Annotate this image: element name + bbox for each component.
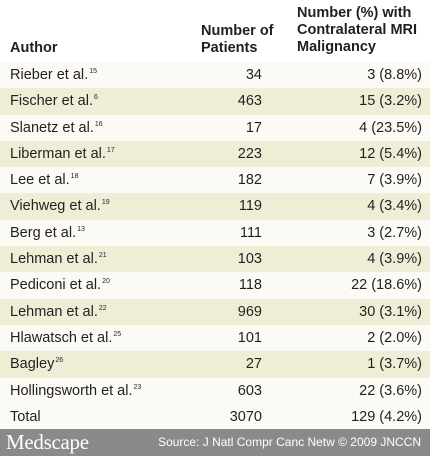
malignancy-cell: 30 (3.1%)	[359, 303, 422, 320]
reference-number: 23	[133, 383, 142, 391]
reference-number: 21	[98, 252, 107, 260]
data-table: Author Number of Patients Number (%) wit…	[0, 0, 430, 431]
reference-number: 20	[102, 278, 110, 286]
total-malignancy: 129 (4.2%)	[351, 408, 422, 425]
author-cell: Fischer et al.6	[10, 93, 98, 110]
author-cell: Lee et al.18	[10, 172, 79, 189]
table-row: Fischer et al.6 463 15 (3.2%)	[0, 88, 430, 115]
table-row: Hollingsworth et al.23 603 22 (3.6%)	[0, 377, 430, 404]
malignancy-cell: 4 (23.5%)	[359, 119, 422, 136]
patients-cell: 119	[238, 198, 262, 215]
malignancy-cell: 3 (8.8%)	[367, 67, 422, 83]
reference-number: 13	[77, 225, 85, 233]
table-row: Slanetz et al.16 17 4 (23.5%)	[0, 114, 430, 141]
malignancy-cell: 2 (2.0%)	[367, 329, 422, 346]
malignancy-cell: 15 (3.2%)	[359, 93, 422, 110]
patients-cell: 603	[237, 382, 262, 399]
header-contra-line-2: Contralateral MRI	[297, 22, 418, 38]
table-row: Pediconi et al.20 118 22 (18.6%)	[0, 272, 430, 299]
header-contra-line-3: Malignancy	[297, 39, 376, 55]
patients-cell: 969	[237, 303, 262, 320]
table-row-total: Total 3070 129 (4.2%)	[0, 403, 430, 431]
reference-number: 15	[89, 68, 97, 75]
total-patients: 3070	[229, 408, 262, 425]
author-cell: Slanetz et al.16	[10, 119, 103, 136]
patients-cell: 27	[245, 356, 262, 373]
reference-number: 6	[94, 94, 98, 102]
reference-number: 26	[55, 357, 64, 365]
patients-cell: 118	[238, 277, 262, 294]
patients-cell: 223	[237, 145, 262, 162]
author-cell: Liberman et al.17	[10, 145, 115, 162]
header-author: Author	[10, 40, 58, 56]
reference-number: 18	[70, 173, 79, 181]
malignancy-cell: 3 (2.7%)	[367, 224, 422, 241]
medscape-logo: Medscape	[6, 430, 89, 454]
reference-number: 25	[113, 330, 122, 338]
header-contra-line-1: Number (%) with	[297, 5, 412, 21]
author-cell: Pediconi et al.20	[10, 277, 110, 294]
source-citation: Source: J Natl Compr Canc Netw © 2009 JN…	[158, 435, 421, 449]
malignancy-cell: 7 (3.9%)	[367, 172, 422, 189]
author-cell: Viehweg et al.19	[10, 198, 110, 215]
header-patients-line-2: Patients	[201, 40, 258, 56]
footer-bar: Medscape Source: J Natl Compr Canc Netw …	[0, 429, 430, 456]
header-number-of-patients: Number of Patients	[201, 23, 274, 57]
patients-cell: 101	[237, 329, 262, 346]
reference-number: 19	[101, 199, 110, 207]
table-row: Hlawatsch et al.25 101 2 (2.0%)	[0, 324, 430, 352]
table-row: Bagley26 27 1 (3.7%)	[0, 351, 430, 378]
patients-cell: 34	[245, 67, 262, 83]
table-row: Lehman et al.22 969 30 (3.1%)	[0, 298, 430, 325]
patients-cell: 103	[237, 251, 262, 268]
patients-cell: 182	[237, 172, 262, 189]
table-row: Lehman et al.21 103 4 (3.9%)	[0, 246, 430, 273]
malignancy-cell: 4 (3.9%)	[367, 251, 422, 268]
malignancy-cell: 4 (3.4%)	[367, 198, 422, 215]
author-cell: Rieber et al.15	[10, 67, 97, 83]
total-label: Total	[10, 408, 41, 425]
malignancy-cell: 12 (5.4%)	[359, 145, 422, 162]
reference-number: 17	[106, 146, 115, 154]
table-row: Berg et al.13 111 3 (2.7%)	[0, 219, 430, 247]
table-row: Viehweg et al.19 119 4 (3.4%)	[0, 193, 430, 220]
reference-number: 16	[94, 120, 103, 128]
author-cell: Hlawatsch et al.25	[10, 329, 122, 346]
patients-cell: 17	[245, 119, 262, 136]
patients-cell: 111	[239, 224, 262, 241]
malignancy-cell: 22 (3.6%)	[359, 382, 422, 399]
author-cell: Lehman et al.22	[10, 303, 107, 320]
header-patients-line-1: Number of	[201, 23, 274, 39]
table-row: Liberman et al.17 223 12 (5.4%)	[0, 140, 430, 168]
author-cell: Lehman et al.21	[10, 251, 107, 268]
table-row: Rieber et al.15 34 3 (8.8%)	[0, 62, 430, 89]
reference-number: 22	[98, 304, 107, 312]
table-header: Author Number of Patients Number (%) wit…	[0, 0, 430, 58]
patients-cell: 463	[237, 93, 262, 110]
author-cell: Hollingsworth et al.23	[10, 382, 142, 399]
table-body: Rieber et al.15 34 3 (8.8%) Fischer et a…	[0, 62, 430, 431]
author-cell: Bagley26	[10, 356, 64, 373]
header-contralateral-malignancy: Number (%) with Contralateral MRI Malign…	[297, 5, 417, 56]
author-cell: Berg et al.13	[10, 224, 85, 241]
table-row: Lee et al.18 182 7 (3.9%)	[0, 167, 430, 194]
malignancy-cell: 22 (18.6%)	[351, 277, 422, 294]
malignancy-cell: 1 (3.7%)	[367, 356, 422, 373]
